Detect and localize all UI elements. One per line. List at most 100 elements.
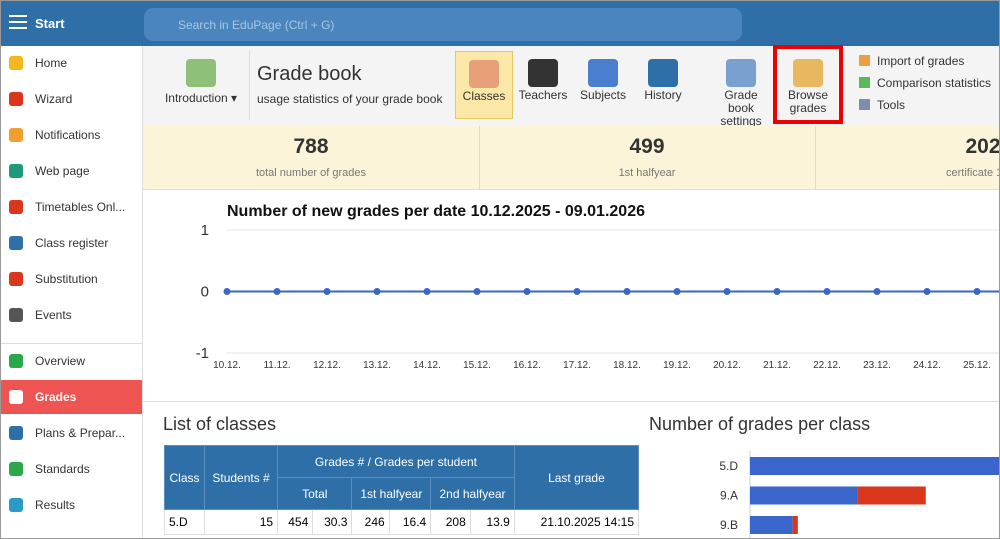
header-cell: Students # (203, 445, 279, 510)
y-tick-label: 1 (201, 222, 209, 239)
toolbar-button[interactable]: Teachers (513, 51, 573, 117)
sidebar-item[interactable]: Standards (1, 452, 142, 486)
link-label: Tools (877, 98, 906, 112)
bar (792, 516, 798, 534)
point (273, 288, 281, 295)
sidebar-item[interactable]: Results (1, 488, 142, 522)
table-cell: 5.D (164, 509, 205, 535)
button-label: History (644, 88, 682, 102)
button-icon (726, 59, 756, 87)
sidebar-item[interactable]: Web page (1, 154, 142, 188)
header-cell: Total (277, 477, 353, 510)
sidebar-label: Results (35, 498, 76, 512)
sidebar-icon (9, 308, 23, 322)
x-tick-label: 17.12. (563, 360, 591, 371)
sidebar-item[interactable]: Notifications (1, 118, 142, 152)
point (373, 288, 381, 295)
link-icon (859, 99, 870, 110)
toolbar-link[interactable]: Import of grades (859, 54, 964, 68)
sidebar-icon (9, 164, 23, 178)
start-label[interactable]: Start (35, 16, 65, 31)
section-title: Number of grades per class (649, 414, 871, 434)
toolbar-button[interactable]: Subjects (575, 51, 631, 117)
sidebar-item[interactable]: Substitution (1, 262, 142, 296)
sidebar-label: Wizard (35, 92, 73, 106)
stat: 788 total number of grades (143, 126, 480, 189)
sidebar-label: Substitution (35, 272, 98, 286)
sidebar-item[interactable]: Grades (1, 380, 142, 414)
y-tick-label: 9.B (720, 518, 738, 532)
x-tick-label: 13.12. (363, 360, 391, 371)
page-subtitle: usage statistics of your grade book (257, 92, 443, 106)
link-icon (859, 77, 870, 88)
point (723, 288, 731, 295)
header-cell: Grades # / Grades per student (277, 445, 515, 478)
sidebar-icon (9, 272, 23, 286)
link-icon (859, 55, 870, 66)
sidebar-item[interactable]: Events (1, 298, 142, 332)
header-cell: Last grade (513, 445, 640, 510)
x-tick-label: 16.12. (513, 360, 541, 371)
y-tick-label: -1 (196, 345, 209, 362)
introduction-button[interactable]: Introduction ▾ (161, 51, 241, 117)
stat-label: total number of grades (255, 167, 367, 179)
point (523, 288, 531, 295)
sidebar-label: Web page (35, 164, 90, 178)
sidebar-icon (9, 462, 23, 476)
divider (1, 343, 142, 344)
line-chart: Number of new grades per date 10.12.2025… (196, 203, 999, 371)
toolbar-link[interactable]: Tools (859, 98, 905, 112)
sidebar-label: Standards (35, 462, 90, 476)
sidebar-item[interactable]: Class register (1, 226, 142, 260)
point (673, 288, 681, 295)
point (873, 288, 881, 295)
toolbar-button[interactable]: Classes (455, 51, 513, 119)
menu-icon[interactable] (9, 15, 27, 29)
top-bar: Start Search in EduPage (Ctrl + G) (1, 1, 999, 46)
link-label: Comparison statistics (877, 76, 992, 90)
button-label: Browse grades (787, 88, 828, 115)
link-label: Import of grades (877, 54, 965, 68)
sidebar-icon (9, 390, 23, 404)
sidebar-label: Class register (35, 236, 109, 250)
x-tick-label: 21.12. (763, 360, 791, 371)
x-tick-label: 23.12. (863, 360, 891, 371)
x-tick-label: 12.12. (313, 360, 341, 371)
header-cell: 1st halfyear (351, 477, 432, 510)
sidebar-item[interactable]: Plans & Prepar... (1, 416, 142, 450)
stat-value: 499 (629, 135, 665, 158)
button-icon (469, 60, 499, 88)
toolbar-link[interactable]: Comparison statistics (859, 76, 991, 90)
x-tick-label: 19.12. (663, 360, 691, 371)
button-icon (648, 59, 678, 87)
page-title: Grade book (257, 63, 362, 85)
toolbar-button[interactable]: History (638, 51, 688, 117)
stat-label: 1st halfyear (618, 167, 676, 179)
stats-band: 788 total number of grades 499 1st halfyear… (143, 126, 1000, 190)
search-box[interactable]: Search in EduPage (Ctrl + G) (144, 8, 742, 41)
table-cell: 16.4 (388, 509, 432, 535)
sidebar-item[interactable]: Overview (1, 344, 142, 378)
bar (750, 516, 793, 534)
sidebar-item[interactable]: Wizard (1, 82, 142, 116)
y-tick-label: 5.D (719, 459, 738, 473)
table-cell: 208 (430, 509, 471, 535)
button-label: Teachers (518, 88, 568, 102)
sidebar-label: Timetables Onl... (35, 200, 126, 214)
sidebar-item[interactable]: Timetables Onl... (1, 190, 142, 224)
sidebar: Home Wizard Notifications Web page Timetable… (1, 46, 143, 538)
point (923, 288, 931, 295)
table-cell: 13.9 (469, 509, 515, 535)
toolbar: Introduction ▾ Grade book usage statisti… (143, 45, 999, 128)
point (423, 288, 431, 295)
table-cell: 30.3 (312, 509, 353, 535)
sidebar-item[interactable]: Home (1, 46, 142, 80)
button-label: Subjects (579, 88, 627, 102)
toolbar-button[interactable]: Grade book settings (706, 51, 776, 128)
toolbar-button[interactable]: Browse grades (777, 51, 839, 117)
stat-value: 202 (965, 135, 1000, 158)
table-cell: 454 (277, 509, 314, 535)
divider (143, 401, 999, 402)
x-tick-label: 18.12. (613, 360, 641, 371)
button-icon (588, 59, 618, 87)
